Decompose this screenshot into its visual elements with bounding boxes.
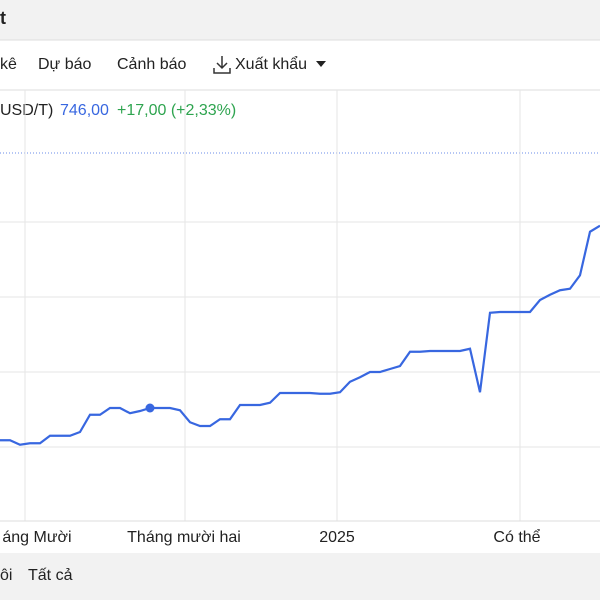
footer-bar <box>0 553 600 600</box>
menu-item[interactable]: Dự báo <box>38 56 92 73</box>
menu-item[interactable]: kê <box>0 56 17 73</box>
x-tick-label: áng Mười <box>2 529 71 546</box>
menu-item[interactable]: Xuất khẩu <box>235 55 307 73</box>
x-tick-label: Có thể <box>493 528 540 546</box>
page-title: t <box>0 8 6 28</box>
price-line <box>0 224 600 446</box>
range-button[interactable]: ôi <box>0 567 12 584</box>
legend-value: 746,00 <box>60 102 109 119</box>
menu-item[interactable]: Cảnh báo <box>117 56 186 73</box>
legend-unit: USD/T) <box>0 102 53 119</box>
download-icon[interactable] <box>213 56 231 74</box>
hover-point <box>145 403 155 413</box>
x-tick-label: 2025 <box>319 529 355 546</box>
header-bar <box>0 0 600 40</box>
legend-change: +17,00 (+2,33%) <box>117 102 236 119</box>
range-button[interactable]: Tất cả <box>28 567 73 584</box>
dropdown-caret[interactable] <box>316 61 326 67</box>
x-tick-label: Tháng mười hai <box>127 529 241 546</box>
